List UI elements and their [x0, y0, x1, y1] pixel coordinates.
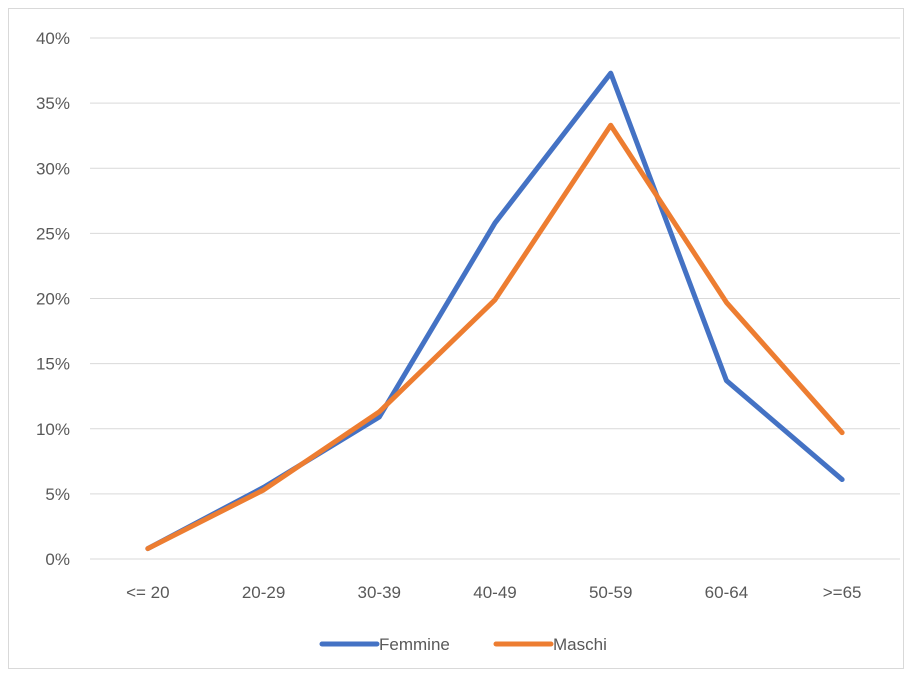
- y-tick-label: 35%: [36, 94, 70, 113]
- legend-label-maschi: Maschi: [553, 635, 607, 654]
- y-tick-label: 15%: [36, 355, 70, 374]
- legend-label-femmine: Femmine: [379, 635, 450, 654]
- x-tick-label: 50-59: [589, 583, 632, 602]
- x-tick-label: >=65: [823, 583, 862, 602]
- legend: Femmine Maschi: [319, 635, 607, 654]
- y-tick-label: 20%: [36, 290, 70, 309]
- gridlines: [90, 37, 900, 560]
- x-axis-tick-labels: <= 20 20-29 30-39 40-49 50-59 60-64 >=65: [126, 583, 861, 602]
- y-tick-label: 40%: [36, 29, 70, 48]
- x-tick-label: <= 20: [126, 583, 170, 602]
- y-axis-tick-labels: 0% 5% 10% 15% 20% 25% 30% 35% 40%: [36, 29, 70, 569]
- series-lines: [145, 70, 845, 552]
- y-tick-label: 0%: [45, 550, 70, 569]
- x-tick-label: 60-64: [705, 583, 748, 602]
- y-tick-label: 5%: [45, 485, 70, 504]
- y-tick-label: 10%: [36, 420, 70, 439]
- x-tick-label: 40-49: [473, 583, 516, 602]
- series-line-femmine: [145, 70, 845, 552]
- y-tick-label: 30%: [36, 159, 70, 178]
- x-tick-label: 30-39: [358, 583, 401, 602]
- x-tick-label: 20-29: [242, 583, 285, 602]
- y-tick-label: 25%: [36, 224, 70, 243]
- series-line-maschi: [145, 122, 845, 552]
